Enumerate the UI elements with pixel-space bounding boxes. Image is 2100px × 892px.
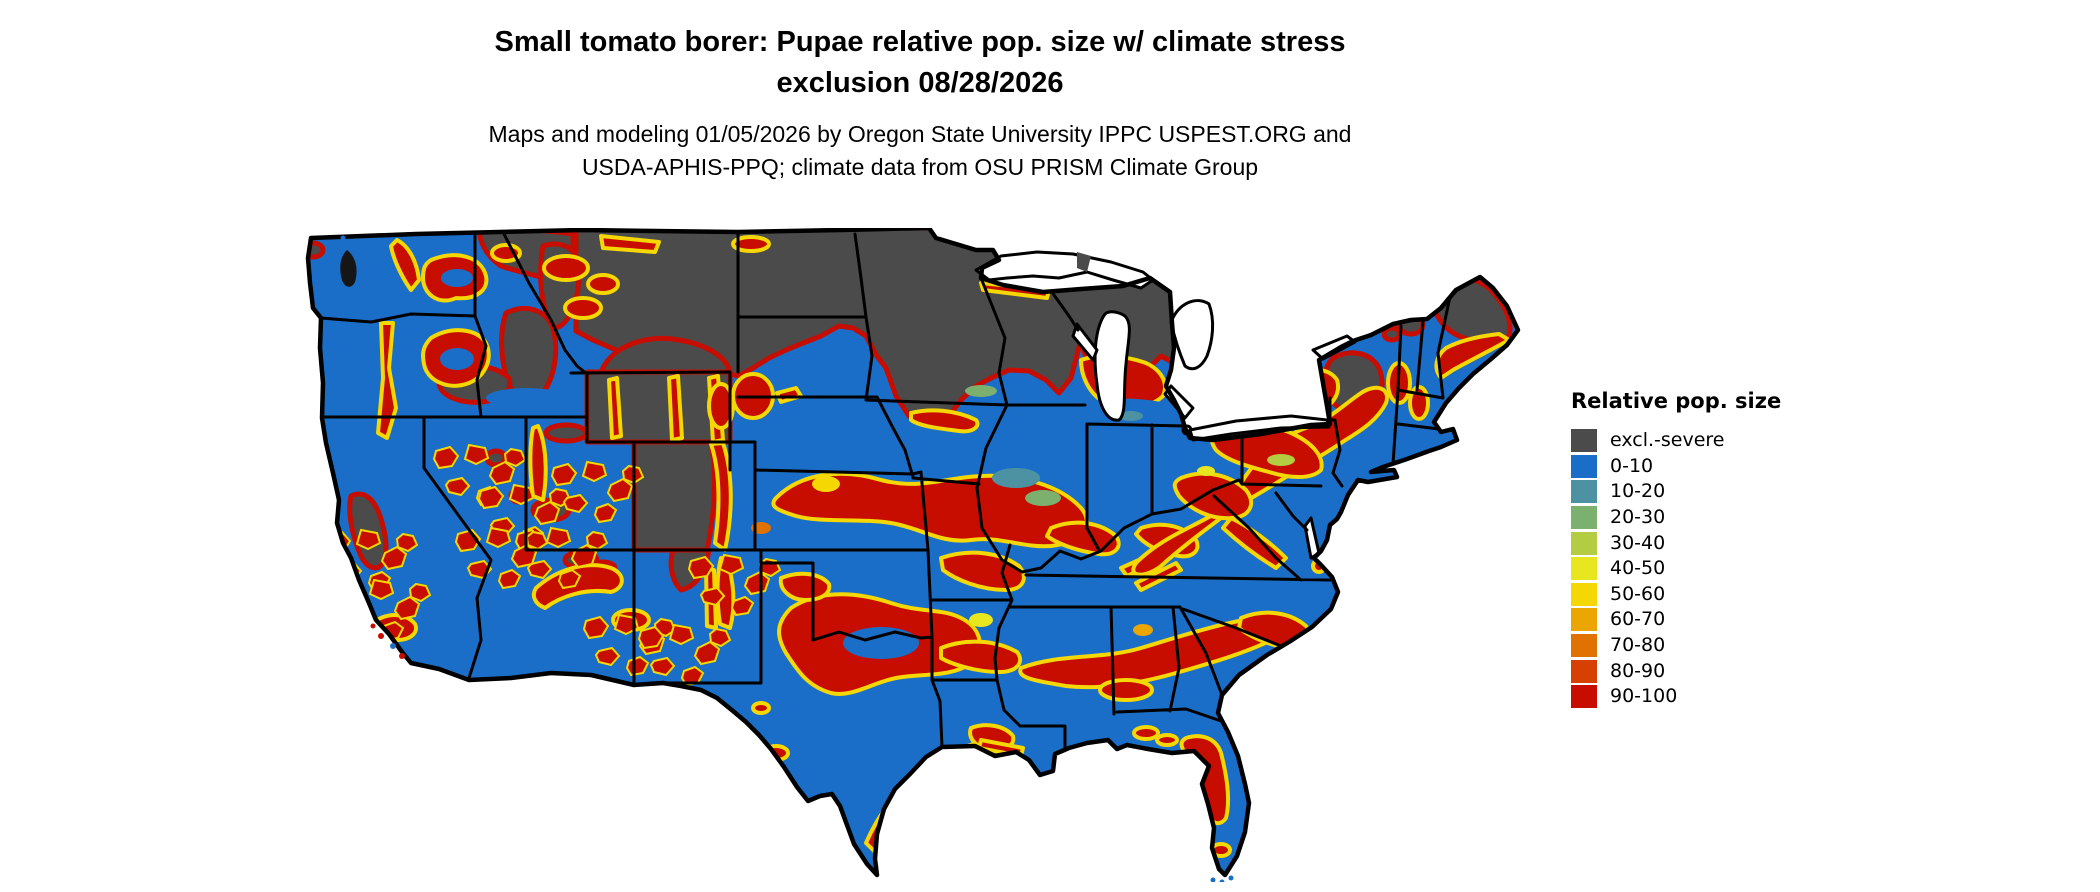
legend-item: 50-60 — [1571, 582, 1781, 608]
map-subtitle-line2: USDA-APHIS-PPQ; climate data from OSU PR… — [581, 154, 1259, 180]
map-blue-interiors — [440, 269, 1183, 659]
legend-item: excl.-severe — [1571, 428, 1781, 454]
legend-item-label: 40-50 — [1610, 557, 1666, 580]
legend-item: 70-80 — [1571, 633, 1781, 659]
lake-superior — [974, 250, 1155, 290]
legend-swatch — [1571, 582, 1597, 606]
keweenaw-peninsula — [1077, 252, 1091, 272]
legend-item-label: 10-20 — [1610, 480, 1666, 503]
legend-swatch — [1571, 634, 1597, 658]
legend-item-label: 70-80 — [1610, 634, 1666, 657]
legend-item: 80-90 — [1571, 658, 1781, 684]
legend-item-label: 0-10 — [1610, 454, 1654, 477]
legend-item: 40-50 — [1571, 556, 1781, 582]
legend-swatch — [1571, 454, 1597, 478]
legend-swatch — [1571, 480, 1597, 504]
puget-sound — [340, 250, 357, 287]
chart-header: Small tomato borer: Pupae relative pop. … — [0, 0, 1840, 184]
map-transition-accents — [751, 385, 1295, 636]
legend-items: excl.-severe 0-10 10-20 20-30 30-40 40-50 50-6… — [1571, 428, 1781, 710]
map-title-line2: exclusion 08/28/2026 — [776, 67, 1064, 99]
legend-item: 0-10 — [1571, 454, 1781, 480]
map-subtitle-line1: Maps and modeling 01/05/2026 by Oregon S… — [488, 121, 1352, 147]
legend: Relative pop. size excl.-severe 0-10 10-20… — [1571, 389, 1781, 710]
legend-item: 90-100 — [1571, 684, 1781, 710]
legend-item-label: excl.-severe — [1610, 429, 1725, 452]
legend-swatch — [1571, 429, 1597, 453]
legend-item-label: 60-70 — [1610, 608, 1666, 631]
legend-swatch — [1571, 531, 1597, 555]
legend-item-label: 80-90 — [1610, 659, 1666, 682]
chesapeake-bay — [1303, 516, 1321, 560]
map-subtitle: Maps and modeling 01/05/2026 by Oregon S… — [0, 118, 1840, 184]
legend-item: 30-40 — [1571, 530, 1781, 556]
legend-swatch — [1571, 659, 1597, 683]
legend-item: 20-30 — [1571, 505, 1781, 531]
legend-swatch — [1571, 557, 1597, 581]
lake-michigan — [1093, 310, 1131, 422]
legend-swatch — [1571, 506, 1597, 530]
map-title-line1: Small tomato borer: Pupae relative pop. … — [494, 26, 1346, 58]
green-bay — [1071, 322, 1099, 362]
legend-item-label: 90-100 — [1610, 685, 1678, 708]
map-title: Small tomato borer: Pupae relative pop. … — [0, 0, 1840, 104]
us-choropleth-map — [305, 228, 1521, 882]
legend-swatch — [1571, 685, 1597, 709]
legend-title: Relative pop. size — [1571, 389, 1782, 413]
offshore-islands — [340, 235, 1234, 882]
legend-item: 10-20 — [1571, 479, 1781, 505]
legend-item-label: 30-40 — [1610, 531, 1666, 554]
legend-swatch — [1571, 608, 1597, 632]
lake-huron — [1169, 299, 1215, 371]
legend-item-label: 50-60 — [1610, 582, 1666, 605]
legend-item: 60-70 — [1571, 607, 1781, 633]
legend-item-label: 20-30 — [1610, 506, 1666, 529]
us-outline — [305, 228, 1521, 878]
